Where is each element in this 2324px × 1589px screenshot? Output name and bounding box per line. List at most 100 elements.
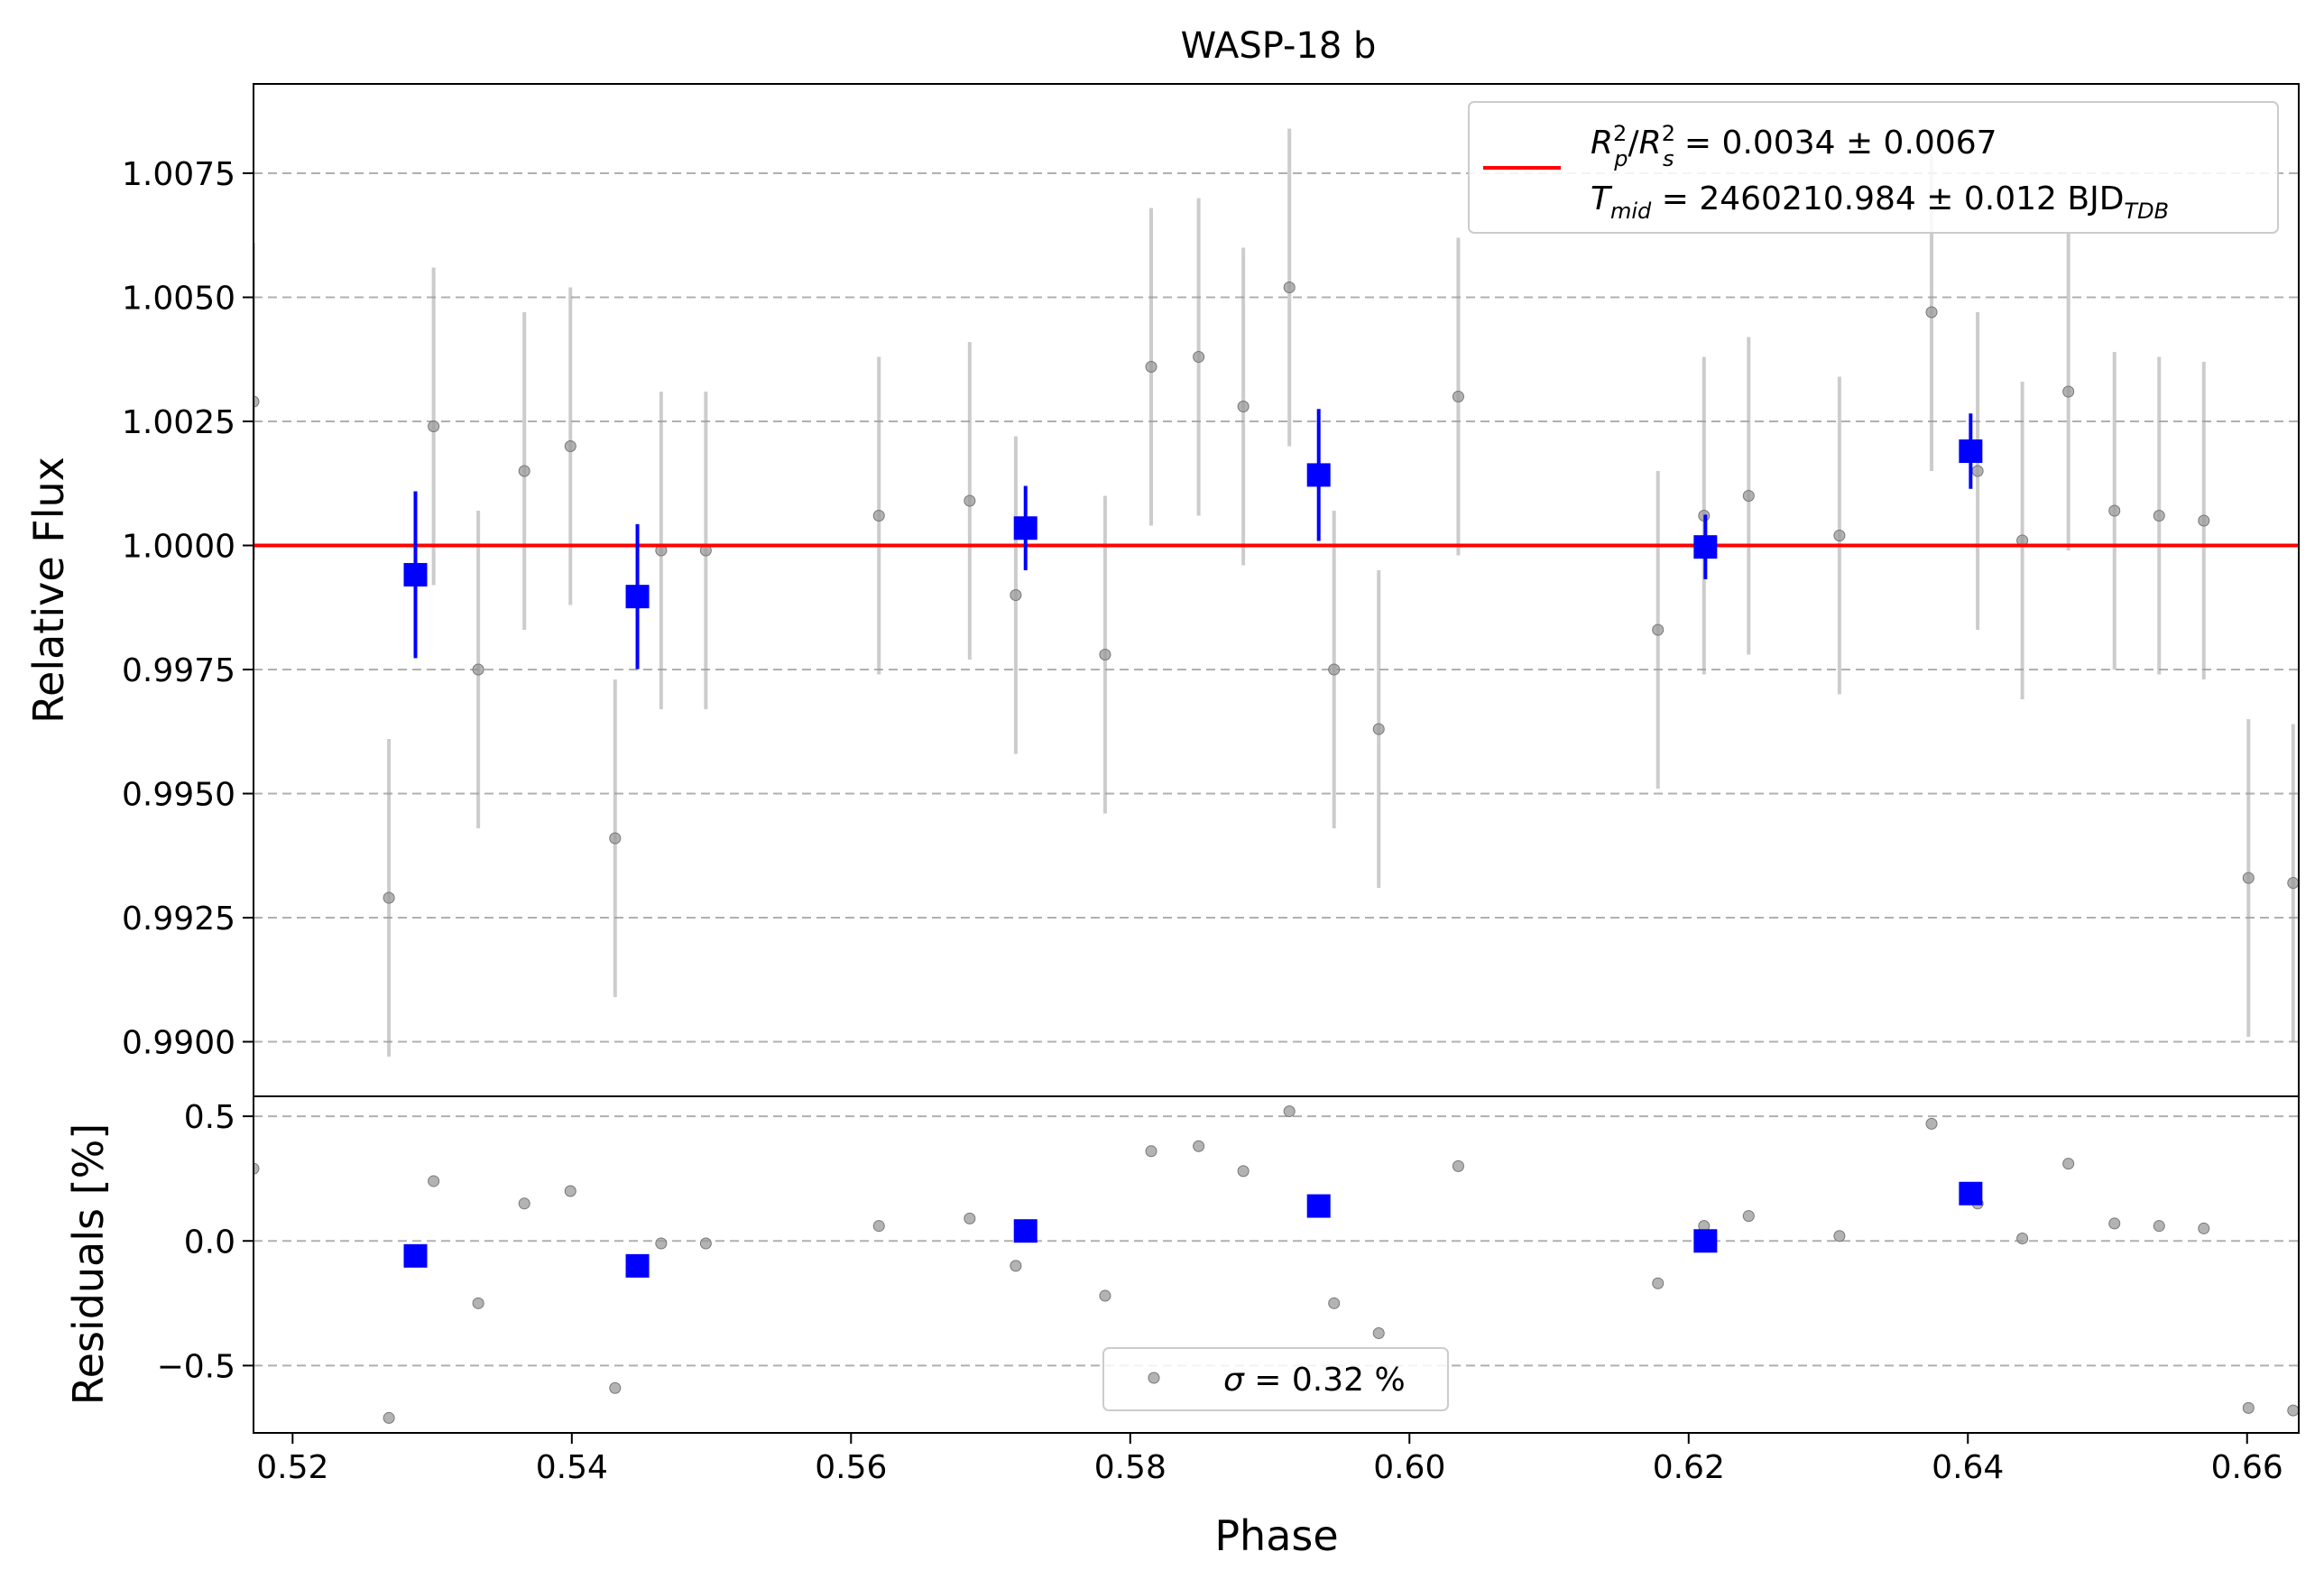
residual-point bbox=[1193, 1140, 1205, 1152]
legend-depth-label: R2 p/R2 s = 0.0034 ± 0.0067 bbox=[1591, 121, 1997, 171]
binned-residual-point bbox=[1693, 1229, 1718, 1253]
main-y-tick-label: 1.0075 bbox=[122, 156, 235, 193]
x-tick-label: 0.56 bbox=[815, 1449, 887, 1486]
data-point bbox=[564, 440, 576, 452]
data-point bbox=[872, 510, 885, 522]
data-point bbox=[428, 420, 440, 432]
data-point bbox=[1971, 465, 1984, 477]
legend-tmid-label: Tmid = 2460210.984 ± 0.012 BJDTDB bbox=[1591, 180, 2169, 224]
binned-residual-point bbox=[1306, 1194, 1331, 1218]
x-tick-label: 0.64 bbox=[1932, 1449, 2004, 1486]
data-point bbox=[609, 832, 622, 845]
main-y-tick-label: 0.9950 bbox=[122, 777, 235, 814]
residual-point bbox=[1145, 1145, 1157, 1158]
data-point bbox=[1145, 361, 1157, 373]
residual-point bbox=[1372, 1326, 1385, 1339]
binned-residual-point bbox=[1013, 1219, 1038, 1243]
residual-point bbox=[2016, 1232, 2029, 1244]
x-axis-label: Phase bbox=[1214, 1511, 1338, 1560]
residual-point bbox=[2108, 1217, 2121, 1230]
main-y-tick-label: 1.0050 bbox=[122, 281, 235, 318]
data-point bbox=[1328, 663, 1341, 676]
residual-point bbox=[1010, 1260, 1022, 1272]
residual-axes-frame bbox=[253, 1095, 2300, 1434]
data-point bbox=[383, 892, 395, 904]
binned-residual-point bbox=[625, 1253, 650, 1278]
data-point bbox=[1452, 391, 1464, 402]
chart-title: WASP-18 b bbox=[1181, 25, 1377, 67]
residual-y-axis: −0.5 0.0 0.5 bbox=[157, 1099, 254, 1385]
binned-point bbox=[625, 585, 650, 609]
residual-point bbox=[1283, 1105, 1296, 1118]
residual-point bbox=[609, 1381, 622, 1394]
data-point bbox=[1193, 351, 1205, 363]
binned-point bbox=[1013, 516, 1038, 540]
data-point bbox=[254, 395, 260, 408]
binned-point bbox=[1693, 535, 1718, 559]
binned-point bbox=[1959, 439, 1983, 463]
main-y-axis-label: Relative Flux bbox=[24, 457, 73, 724]
residual-point bbox=[655, 1237, 668, 1250]
x-tick-label: 0.54 bbox=[536, 1449, 608, 1486]
residual-point bbox=[472, 1297, 484, 1309]
data-point bbox=[2242, 872, 2255, 884]
residual-point bbox=[518, 1197, 530, 1210]
main-y-tick-label: 0.9975 bbox=[122, 652, 235, 689]
legend-data-marker bbox=[1148, 1372, 1160, 1384]
data-point bbox=[1010, 589, 1022, 601]
residual-point bbox=[964, 1212, 976, 1224]
main-legend-box bbox=[1468, 101, 2279, 234]
main-legend: R2 p/R2 s = 0.0034 ± 0.0067 Tmid = 2460210… bbox=[1468, 101, 2279, 234]
residual-point bbox=[2198, 1222, 2210, 1234]
residual-point bbox=[2242, 1401, 2255, 1414]
residual-legend: σ = 0.32 % bbox=[1102, 1347, 1449, 1411]
residual-point bbox=[872, 1220, 885, 1233]
residual-y-tick-label: −0.5 bbox=[157, 1348, 235, 1385]
data-point bbox=[518, 465, 530, 477]
residual-y-axis-label: Residuals [%] bbox=[64, 1123, 113, 1405]
data-point bbox=[2062, 385, 2075, 398]
main-y-tick-label: 1.0000 bbox=[122, 529, 235, 566]
data-point bbox=[1237, 401, 1250, 412]
data-point bbox=[472, 663, 484, 676]
data-point bbox=[1925, 306, 1938, 319]
residual-point bbox=[428, 1175, 440, 1187]
x-tick-label: 0.52 bbox=[256, 1449, 328, 1486]
legend-sigma-label: σ = 0.32 % bbox=[1223, 1362, 1406, 1399]
main-y-tick-label: 0.9925 bbox=[122, 901, 235, 938]
residual-point bbox=[564, 1185, 576, 1197]
x-tick-label: 0.66 bbox=[2211, 1449, 2283, 1486]
residual-point bbox=[1099, 1289, 1111, 1302]
data-point bbox=[964, 494, 976, 507]
residual-y-tick-label: 0.5 bbox=[184, 1099, 235, 1136]
x-tick-label: 0.58 bbox=[1094, 1449, 1167, 1486]
data-point bbox=[2153, 510, 2165, 522]
residual-point bbox=[1237, 1165, 1250, 1178]
main-y-tick-label: 1.0025 bbox=[122, 404, 235, 441]
residual-point bbox=[1925, 1117, 1938, 1130]
main-y-axis: 0.9900 0.9925 0.9950 0.9975 1.0000 1.0025 1.00… bbox=[122, 156, 254, 1062]
data-point bbox=[1283, 282, 1296, 293]
data-point bbox=[1742, 490, 1755, 502]
residual-point bbox=[1833, 1230, 1846, 1243]
residual-gridlines bbox=[254, 1115, 2299, 1367]
x-axis: 0.52 0.54 0.56 0.58 0.60 0.62 0.64 0.66 bbox=[256, 1433, 2283, 1486]
main-y-tick-label: 0.9900 bbox=[122, 1025, 235, 1062]
binned-residual-point bbox=[403, 1243, 428, 1268]
residual-point bbox=[2062, 1158, 2075, 1170]
residual-y-tick-label: 0.0 bbox=[184, 1224, 235, 1261]
data-point bbox=[1833, 530, 1846, 541]
residual-point bbox=[2153, 1220, 2165, 1233]
residual-point bbox=[2287, 1404, 2299, 1417]
main-plot-area bbox=[254, 128, 2299, 1057]
residual-point bbox=[1452, 1159, 1464, 1172]
binned-residual-point bbox=[1959, 1181, 1983, 1206]
residual-point bbox=[254, 1162, 260, 1175]
x-tick-label: 0.62 bbox=[1653, 1449, 1725, 1486]
data-point bbox=[1372, 723, 1385, 735]
data-point bbox=[1652, 624, 1665, 636]
data-point bbox=[2198, 514, 2210, 527]
residual-legend-box bbox=[1102, 1347, 1449, 1411]
residual-point bbox=[699, 1237, 712, 1250]
